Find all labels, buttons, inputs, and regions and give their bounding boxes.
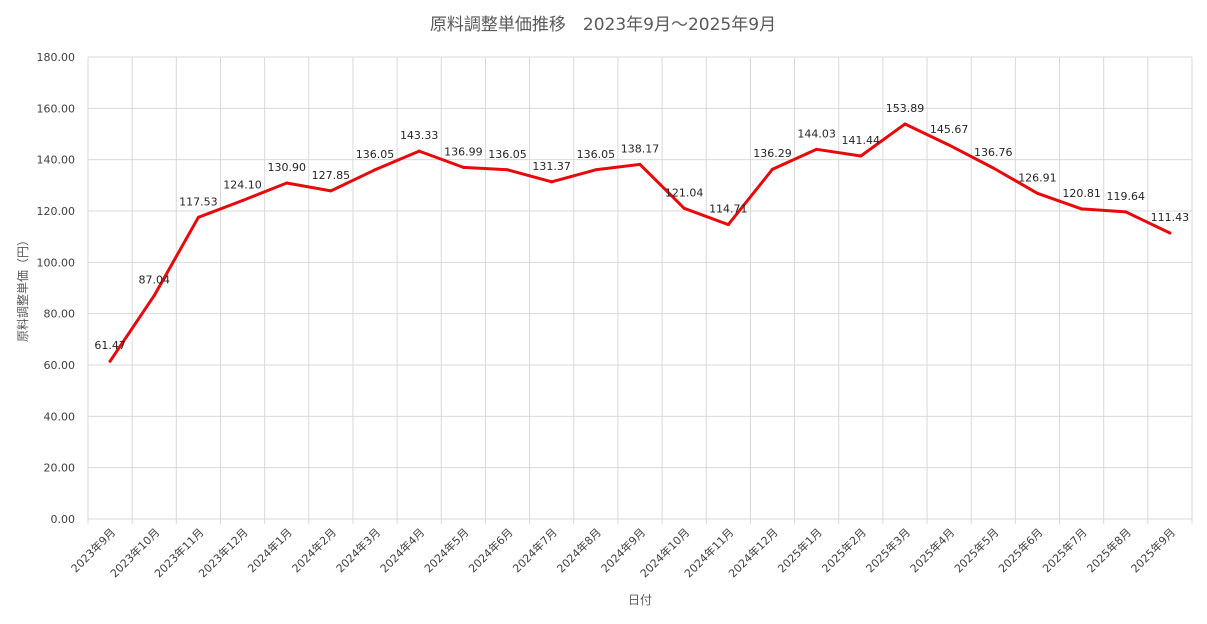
data-point	[417, 149, 421, 153]
data-label: 87.04	[138, 274, 170, 287]
y-tick-label: 140.00	[37, 154, 76, 167]
x-tick-label: 2024年3月	[333, 525, 383, 575]
data-point	[859, 154, 863, 158]
x-tick-label: 2025年4月	[907, 525, 957, 575]
data-label: 138.17	[621, 142, 660, 155]
x-tick-label: 2025年1月	[775, 525, 825, 575]
data-label: 136.05	[356, 148, 395, 161]
data-label: 145.67	[930, 123, 969, 136]
data-label: 136.05	[577, 148, 616, 161]
chart-title: 原料調整単価推移 2023年9月～2025年9月	[430, 15, 776, 35]
x-tick-label: 2024年7月	[510, 525, 560, 575]
x-tick-label: 2024年5月	[421, 525, 471, 575]
data-point	[461, 165, 465, 169]
x-tick-label: 2025年8月	[1084, 525, 1134, 575]
data-point	[196, 215, 200, 219]
data-label: 141.44	[842, 134, 881, 147]
data-label: 136.05	[488, 148, 527, 161]
data-label: 121.04	[665, 186, 704, 199]
x-axis-ticks: 2023年9月2023年10月2023年11月2023年12月2024年1月20…	[68, 525, 1178, 580]
data-point	[682, 206, 686, 210]
data-point	[815, 147, 819, 151]
data-label: 61.47	[94, 339, 126, 352]
x-tick-label: 2025年2月	[819, 525, 869, 575]
data-labels: 61.47 87.04 117.53 124.10 130.90 127.85 136.05…	[94, 102, 1189, 352]
data-label: 117.53	[179, 195, 218, 208]
data-label: 153.89	[886, 102, 925, 115]
data-label: 136.76	[974, 146, 1013, 159]
y-tick-label: 40.00	[44, 410, 76, 423]
x-tick-label: 2024年8月	[554, 525, 604, 575]
data-label: 111.43	[1151, 211, 1190, 224]
x-tick-label: 2025年6月	[995, 525, 1045, 575]
y-axis-ticks: 0.00 20.00 40.00 60.00 80.00 100.00 120.00 140.…	[37, 51, 76, 526]
data-point	[1168, 231, 1172, 235]
series-layer	[108, 122, 1172, 363]
y-tick-label: 100.00	[37, 256, 76, 269]
y-axis-title: 原料調整単価（円）	[15, 234, 30, 342]
y-tick-label: 160.00	[37, 102, 76, 115]
data-label: 114.71	[709, 203, 748, 216]
grid-layer	[87, 56, 1193, 524]
data-point	[108, 359, 112, 363]
data-point	[1080, 207, 1084, 211]
y-tick-label: 60.00	[44, 359, 76, 372]
x-tick-label: 2025年5月	[951, 525, 1001, 575]
data-point	[329, 189, 333, 193]
y-tick-label: 0.00	[51, 513, 76, 526]
data-label: 124.10	[223, 178, 262, 191]
data-label: 130.90	[267, 161, 306, 174]
data-label: 144.03	[797, 127, 836, 140]
x-tick-label: 2024年6月	[465, 525, 515, 575]
data-label: 126.91	[1018, 171, 1057, 184]
x-tick-label: 2024年1月	[245, 525, 295, 575]
data-point	[1124, 210, 1128, 214]
data-point	[506, 168, 510, 172]
y-tick-label: 20.00	[44, 462, 76, 475]
y-tick-label: 120.00	[37, 205, 76, 218]
data-label: 136.99	[444, 145, 483, 158]
x-axis-title: 日付	[628, 593, 652, 607]
data-point	[285, 181, 289, 185]
data-point	[152, 294, 156, 298]
x-tick-label: 2025年3月	[863, 525, 913, 575]
data-point	[241, 198, 245, 202]
data-point	[770, 167, 774, 171]
x-tick-label: 2024年2月	[289, 525, 339, 575]
x-tick-label: 2024年4月	[377, 525, 427, 575]
data-point	[991, 166, 995, 170]
data-point	[638, 162, 642, 166]
data-label: 136.29	[753, 147, 792, 160]
data-point	[550, 180, 554, 184]
data-label: 131.37	[532, 160, 571, 173]
data-point	[947, 143, 951, 147]
data-point	[1035, 191, 1039, 195]
y-tick-label: 180.00	[37, 51, 76, 64]
data-point	[373, 168, 377, 172]
data-label: 127.85	[312, 169, 351, 182]
x-tick-label: 2025年9月	[1128, 525, 1178, 575]
y-tick-label: 80.00	[44, 308, 76, 321]
data-point	[594, 168, 598, 172]
data-point	[903, 122, 907, 126]
x-tick-label: 2025年7月	[1040, 525, 1090, 575]
data-label: 119.64	[1107, 190, 1146, 203]
data-label: 120.81	[1062, 187, 1101, 200]
data-point	[726, 223, 730, 227]
data-label: 143.33	[400, 129, 439, 142]
